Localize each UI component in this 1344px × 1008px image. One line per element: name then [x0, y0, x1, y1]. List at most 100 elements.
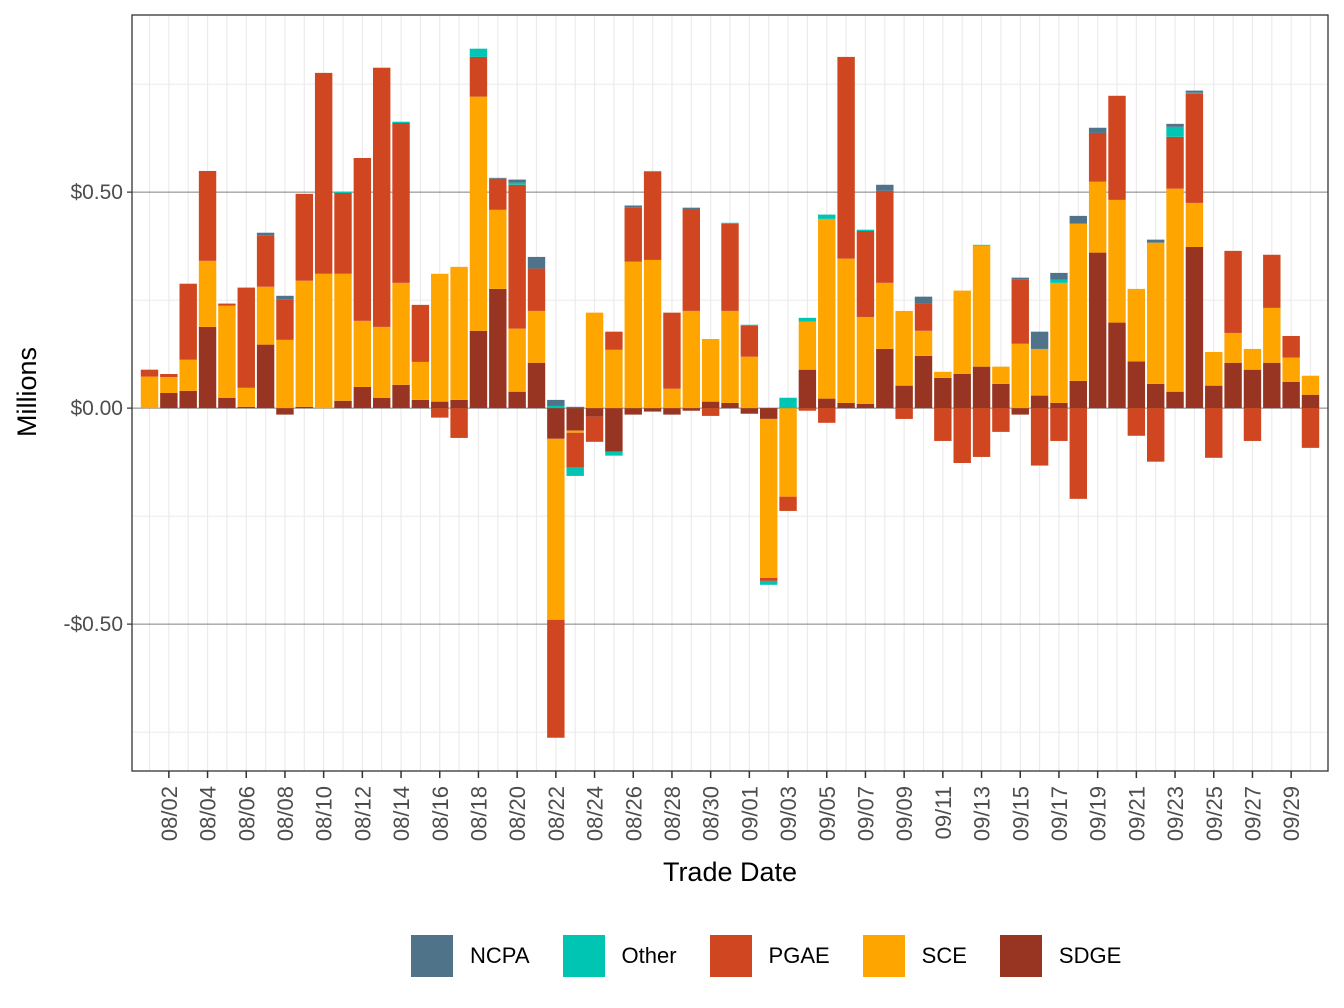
bar-sce-08-06 — [237, 387, 255, 407]
bar-sdge-09-20 — [1108, 322, 1126, 409]
bar-pgae-08-01 — [140, 369, 159, 377]
x-tick-label: 09/11 — [931, 786, 956, 839]
bar-sdge-08-27 — [643, 408, 662, 412]
bar-other-08-14 — [392, 121, 410, 123]
bar-sdge-09-01 — [740, 408, 759, 414]
bar-sdge-08-19 — [489, 288, 507, 409]
bar-sce-09-23 — [1166, 188, 1184, 392]
bar-sdge-09-19 — [1088, 252, 1107, 409]
bar-pgae-09-30 — [1301, 408, 1320, 448]
bar-sdge-09-17 — [1050, 402, 1068, 409]
bar-sce-09-09 — [895, 310, 913, 386]
x-tick-label: 08/28 — [660, 786, 685, 841]
bar-sce-08-13 — [372, 326, 391, 398]
x-tick-label: 08/26 — [621, 786, 646, 841]
bar-sce-08-20 — [508, 328, 526, 392]
bar-sdge-08-02 — [160, 393, 178, 409]
bar-pgae-09-25 — [1205, 408, 1223, 458]
bar-sce-08-18 — [469, 96, 488, 331]
bar-pgae-08-04 — [198, 170, 217, 261]
bar-sce-08-12 — [353, 320, 372, 387]
bar-sdge-09-21 — [1127, 361, 1146, 409]
x-tick-label: 08/04 — [196, 786, 221, 841]
bar-sce-08-28 — [663, 388, 681, 409]
bar-pgae-08-10 — [314, 72, 333, 274]
x-tick-label: 09/25 — [1202, 786, 1227, 841]
bar-sce-09-13 — [972, 245, 991, 367]
bar-sdge-09-23 — [1166, 391, 1184, 409]
bar-sce-08-24 — [585, 312, 604, 409]
bar-pgae-08-28 — [663, 312, 681, 389]
bar-pgae-08-02 — [160, 373, 178, 378]
bar-sce-08-19 — [489, 209, 507, 289]
bar-pgae-08-26 — [624, 207, 642, 262]
bar-sdge-08-08 — [276, 408, 294, 415]
bar-sce-09-08 — [876, 282, 894, 349]
bar-sdge-08-28 — [663, 408, 681, 415]
x-tick-label: 09/29 — [1279, 786, 1304, 841]
bar-pgae-09-02 — [759, 577, 778, 581]
bar-sdge-09-02 — [759, 408, 778, 419]
bar-sce-08-14 — [392, 282, 410, 385]
bar-pgae-08-09 — [295, 193, 314, 281]
bar-ncpa-08-19 — [489, 177, 507, 179]
bar-sce-09-05 — [818, 218, 836, 399]
bar-pgae-09-17 — [1050, 408, 1068, 441]
bar-sce-08-31 — [721, 310, 739, 403]
bar-sdge-08-05 — [218, 397, 236, 409]
bar-pgae-08-20 — [508, 184, 526, 329]
legend-item-sce: SCE — [862, 935, 1000, 977]
bar-other-08-23 — [566, 467, 584, 476]
bar-pgae-09-11 — [934, 408, 952, 441]
bar-ncpa-09-18 — [1069, 215, 1088, 224]
x-axis: 08/02 08/04 08/06 08/08 08/10 08/12 08/14 08/16… — [157, 771, 1304, 841]
y-tick-label: $0.50 — [70, 181, 123, 204]
bar-pgae-09-01 — [740, 325, 759, 357]
bar-sce-08-23 — [566, 430, 584, 433]
x-tick-label: 08/18 — [466, 786, 491, 841]
bar-sdge-08-15 — [411, 399, 430, 409]
bar-ncpa-08-29 — [682, 207, 701, 209]
bar-sdge-09-15 — [1011, 408, 1029, 415]
bar-sdge-09-13 — [972, 366, 991, 409]
x-tick-label: 09/23 — [1163, 786, 1188, 841]
legend-item-sdge: SDGE — [999, 935, 1154, 977]
x-tick-label: 09/27 — [1240, 786, 1265, 841]
bar-sdge-09-14 — [992, 383, 1010, 409]
bar-sdge-09-09 — [895, 385, 913, 409]
bar-sdge-08-04 — [198, 326, 217, 409]
legend: NCPA Other PGAE SCE SDGE — [411, 935, 1154, 977]
bar-sdge-08-13 — [372, 397, 391, 409]
bar-ncpa-09-15 — [1011, 277, 1029, 280]
bar-pgae-08-12 — [353, 157, 372, 321]
legend-key-pgae — [709, 935, 752, 977]
bar-pgae-09-22 — [1146, 408, 1165, 462]
legend-key-sdge — [999, 935, 1042, 977]
bar-sdge-08-06 — [237, 406, 255, 409]
panel-border — [131, 14, 1329, 772]
bar-pgae-08-14 — [392, 123, 410, 283]
x-tick-label: 09/03 — [776, 786, 801, 841]
bar-sce-09-28 — [1263, 307, 1281, 363]
bar-pgae-08-18 — [469, 56, 488, 97]
bar-other-08-20 — [508, 182, 526, 185]
bar-sce-08-16 — [431, 273, 449, 402]
bar-sce-08-03 — [179, 359, 197, 391]
bar-other-09-03 — [779, 397, 797, 409]
bar-pgae-08-21 — [527, 268, 546, 311]
bar-sdge-08-12 — [353, 386, 372, 409]
bar-ncpa-09-17 — [1050, 272, 1068, 280]
x-tick-label: 08/16 — [428, 786, 453, 841]
bar-sce-08-27 — [643, 259, 662, 409]
x-tick-label: 09/01 — [737, 786, 762, 841]
x-tick-label: 08/02 — [157, 786, 182, 841]
legend-label-pgae: PGAE — [768, 943, 830, 968]
bar-other-08-27 — [643, 170, 662, 172]
bar-ncpa-08-20 — [508, 179, 526, 183]
bar-sce-09-04 — [798, 321, 817, 370]
legend-key-ncpa — [411, 935, 453, 977]
bar-sdge-08-23 — [566, 408, 584, 431]
legend-label-other: Other — [621, 943, 677, 968]
bar-pgae-08-19 — [489, 178, 507, 210]
